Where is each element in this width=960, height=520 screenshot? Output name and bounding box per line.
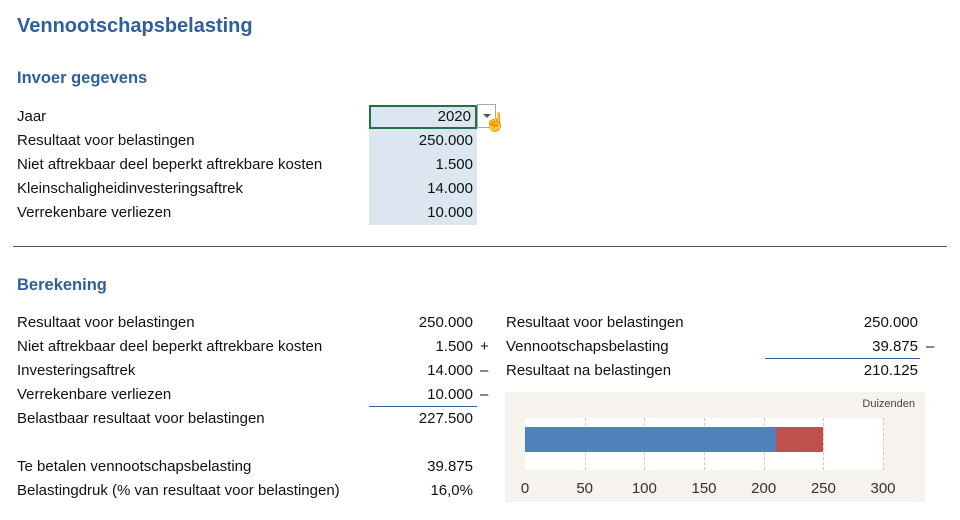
summary-label: Resultaat voor belastingen <box>506 314 684 331</box>
unit-label: Duizenden <box>862 398 915 410</box>
summary-value: 250.000 <box>863 314 918 331</box>
sum-line <box>369 406 477 407</box>
input-field[interactable]: 2020 <box>369 105 477 129</box>
calc-value: 227.500 <box>418 410 473 427</box>
input-label: Kleinschaligheidinvesteringsaftrek <box>17 180 243 197</box>
calc-value: 10.000 <box>427 386 473 403</box>
calc-label: Te betalen vennootschapsbelasting <box>17 458 252 475</box>
bar-segment-1 <box>775 427 824 452</box>
dropdown-button[interactable] <box>477 104 496 128</box>
calc-value: 250.000 <box>418 314 473 331</box>
calc-label: Belastingdruk (% van resultaat voor bela… <box>17 482 340 499</box>
input-label: Verrekenbare verliezen <box>17 204 172 221</box>
x-tick-label: 0 <box>520 480 530 497</box>
x-tick-label: 150 <box>691 480 717 497</box>
summary-value: 210.125 <box>863 362 918 379</box>
calc-value: 16,0% <box>430 482 473 499</box>
summary-label: Vennootschapsbelasting <box>506 338 669 355</box>
input-label: Resultaat voor belastingen <box>17 132 195 149</box>
calc-value: 14.000 <box>427 362 473 379</box>
input-label: Niet aftrekbaar deel beperkt aftrekbare … <box>17 156 323 173</box>
calc-label: Resultaat voor belastingen <box>17 314 195 331</box>
input-heading: Invoer gegevens <box>17 69 148 87</box>
plot-area <box>525 418 884 470</box>
input-field[interactable]: 1.500 <box>369 153 477 177</box>
page-title: Vennootschapsbelasting <box>17 15 253 37</box>
gridline <box>883 418 884 470</box>
summary-label: Resultaat na belastingen <box>506 362 672 379</box>
calc-sign: – <box>480 386 489 403</box>
hand-cursor-icon: ☝ <box>484 112 507 132</box>
summary-value: 39.875 <box>872 338 918 355</box>
x-tick-label: 300 <box>870 480 896 497</box>
divider <box>13 246 947 247</box>
x-tick-label: 100 <box>631 480 657 497</box>
calc-label: Investeringsaftrek <box>17 362 136 379</box>
input-field[interactable]: 10.000 <box>369 201 477 225</box>
calc-label: Belastbaar resultaat voor belastingen <box>17 410 265 427</box>
calc-label: Niet aftrekbaar deel beperkt aftrekbare … <box>17 338 323 355</box>
x-tick-label: 200 <box>751 480 777 497</box>
calc-value: 39.875 <box>427 458 473 475</box>
input-field[interactable]: 250.000 <box>369 129 477 153</box>
result-chart: Duizenden 0 50 100 150 200 250 300 <box>505 392 925 502</box>
x-tick-label: 50 <box>576 480 593 497</box>
sum-line <box>765 358 920 359</box>
summary-sign: – <box>926 338 935 355</box>
bar-segment-0 <box>525 427 776 452</box>
input-field[interactable]: 14.000 <box>369 177 477 201</box>
gridline <box>823 418 825 470</box>
input-label: Jaar <box>17 108 47 125</box>
calc-label: Verrekenbare verliezen <box>17 386 172 403</box>
calc-sign: + <box>480 338 489 355</box>
x-tick-label: 250 <box>810 480 836 497</box>
calc-value: 1.500 <box>435 338 473 355</box>
calc-heading: Berekening <box>17 276 107 294</box>
calc-sign: – <box>480 362 489 379</box>
